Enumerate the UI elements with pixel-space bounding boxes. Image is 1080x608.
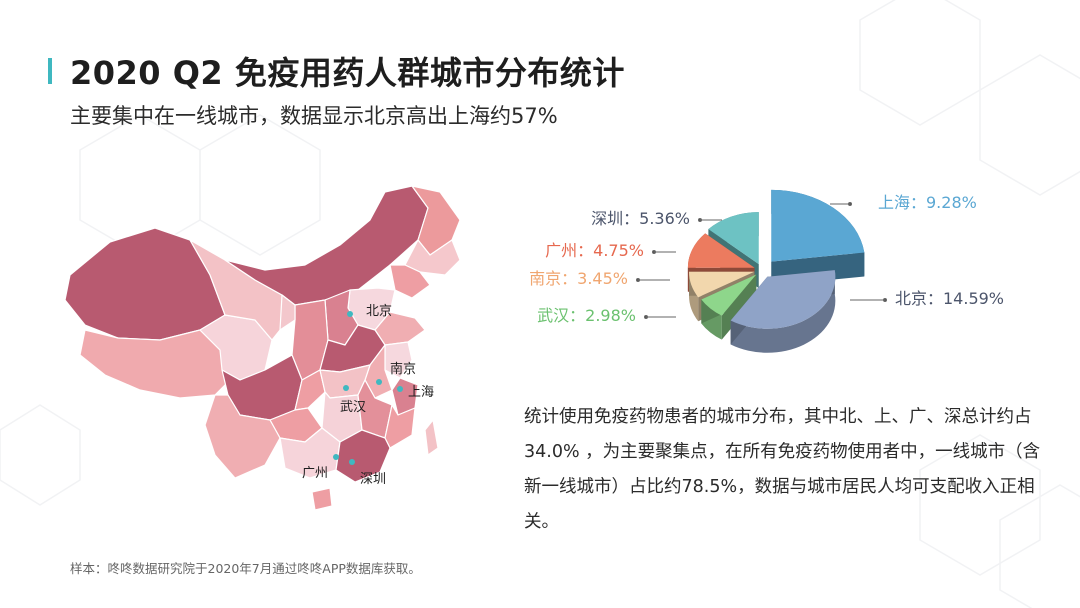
pie-slice-深圳 <box>708 212 759 265</box>
pie-tops <box>687 189 865 329</box>
china-heat-map: 北京 南京 上海 武汉 广州 深圳 <box>64 185 461 511</box>
pie-label-深圳: 深圳：5.36% <box>591 209 690 228</box>
pie-chart-3d: 北京：14.59% 上海：9.28% 深圳：5.36% 广州：4.75% 南京：3.45… <box>529 189 1004 353</box>
city-markers <box>333 311 403 465</box>
pie-label-武汉: 武汉：2.98% <box>537 306 636 325</box>
map-label-nanjing: 南京 <box>390 361 416 377</box>
marker-wuhan <box>343 385 349 391</box>
map-label-guangzhou: 广州 <box>302 466 328 481</box>
marker-beijing <box>347 311 353 317</box>
source-note: 样本：咚咚数据研究院于2020年7月通过咚咚APP数据库获取。 <box>70 561 421 576</box>
pie-label-广州: 广州：4.75% <box>545 241 644 260</box>
pie-slice-武汉 <box>701 274 757 316</box>
map-region-xinjiang <box>64 227 226 341</box>
pie-label-南京: 南京：3.45% <box>529 269 628 288</box>
pie-slice-南京 <box>689 271 755 298</box>
map-region-yunnan <box>204 394 281 479</box>
map-label-shenzhen: 深圳 <box>360 472 386 487</box>
map-region-hainan <box>311 487 333 511</box>
map-region-chongqing <box>294 369 326 411</box>
marker-guangzhou <box>333 454 339 460</box>
pie-slice-广州 <box>687 233 755 268</box>
pie-slice-side-0 <box>730 270 836 353</box>
marker-shenzhen <box>349 459 355 465</box>
map-label-beijing: 北京 <box>366 304 392 319</box>
page-title: 2020 Q2 免疫用药人群城市分布统计 <box>70 54 625 92</box>
map-region-taiwan <box>424 419 439 456</box>
map-region-ningxia <box>279 294 296 331</box>
marker-nanjing <box>376 379 382 385</box>
pie-label-上海: 上海：9.28% <box>878 193 977 212</box>
map-region-guangdong <box>335 429 391 483</box>
title-accent-bar <box>48 58 52 84</box>
page-subtitle: 主要集中在一线城市，数据显示北京高出上海约57% <box>70 104 558 128</box>
pie-leaders <box>636 202 887 319</box>
pie-slice-上海 <box>771 189 865 262</box>
pie-slice-北京 <box>730 270 836 329</box>
marker-shanghai <box>397 386 403 392</box>
pie-slice-side-4 <box>689 271 699 322</box>
description-text: 统计使用免疫药物患者的城市分布，其中北、上、广、深总计约占 34.0% ，为主要… <box>524 407 1041 532</box>
pie-labels: 北京：14.59% 上海：9.28% 深圳：5.36% 广州：4.75% 南京：3.45… <box>529 193 1004 325</box>
map-label-shanghai: 上海 <box>408 385 434 400</box>
map-region-tibet <box>79 329 231 399</box>
map-label-wuhan: 武汉 <box>340 400 366 415</box>
pie-label-北京: 北京：14.59% <box>895 289 1004 308</box>
